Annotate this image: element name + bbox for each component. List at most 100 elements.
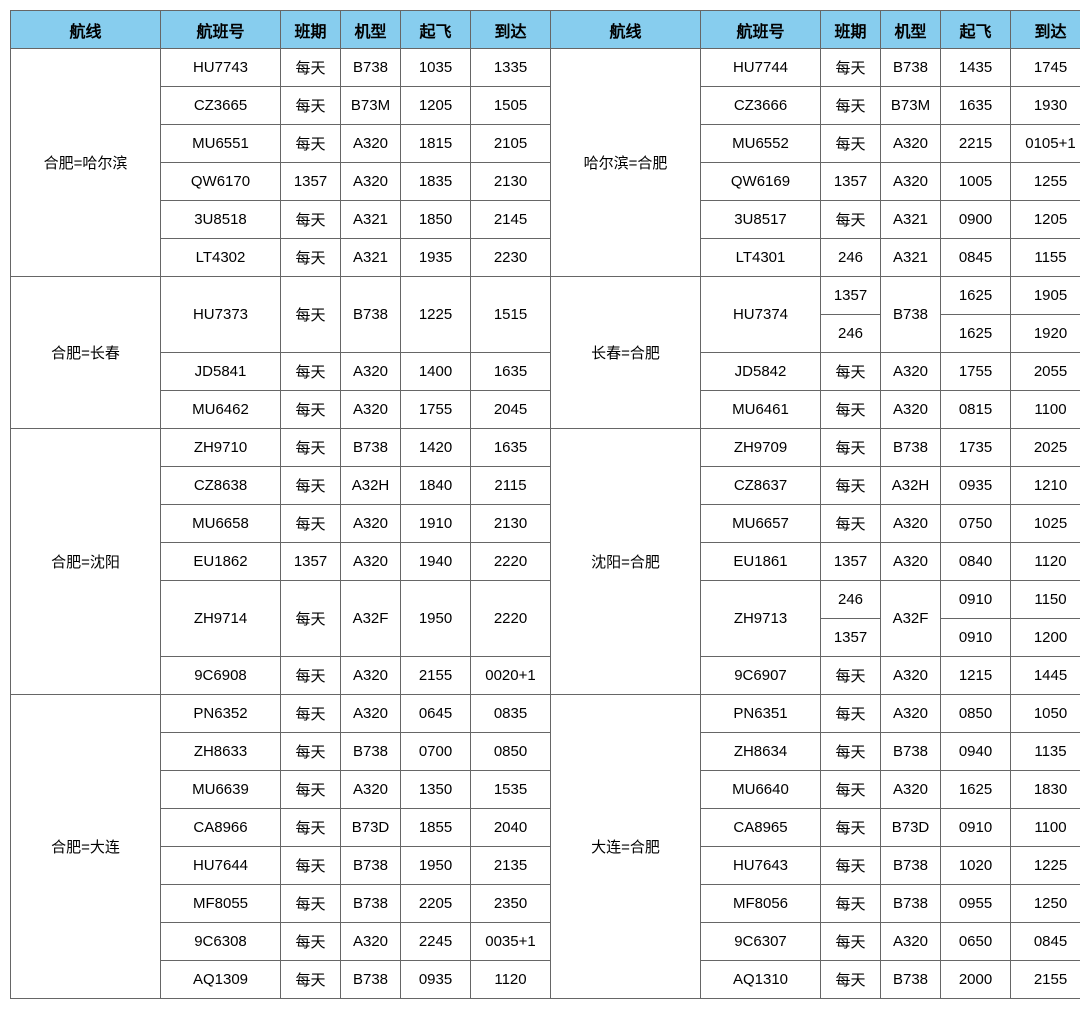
cell: 每天 [281, 657, 341, 695]
cell: A320 [881, 163, 941, 201]
cell: 每天 [821, 505, 881, 543]
table-row: 3U8518每天A321185021453U8517每天A32109001205 [11, 201, 1080, 239]
cell: MU6657 [701, 505, 821, 543]
cell: 每天 [281, 961, 341, 999]
cell: 1950 [401, 847, 471, 885]
cell: 0850 [471, 733, 551, 771]
table-row: EU18621357A32019402220EU18611357A3200840… [11, 543, 1080, 581]
cell: B738 [341, 429, 401, 467]
table-row: JD5841每天A32014001635JD5842每天A32017552055 [11, 353, 1080, 391]
table-row: HU7644每天B73819502135HU7643每天B73810201225 [11, 847, 1080, 885]
col-sched-r: 班期 [821, 11, 881, 49]
cell: 1950 [401, 581, 471, 657]
cell: MU6640 [701, 771, 821, 809]
cell: A321 [341, 239, 401, 277]
cell: 每天 [821, 87, 881, 125]
cell: 每天 [281, 885, 341, 923]
cell: 1155 [1011, 239, 1080, 277]
table-row: MU6462每天A32017552045MU6461每天A32008151100 [11, 391, 1080, 429]
cell: 2145 [471, 201, 551, 239]
cell: A320 [341, 695, 401, 733]
table-row: ZH8633每天B73807000850ZH8634每天B73809401135 [11, 733, 1080, 771]
cell: 1357 [821, 619, 881, 657]
cell: 每天 [281, 467, 341, 505]
cell: 1835 [401, 163, 471, 201]
cell: A320 [881, 353, 941, 391]
cell: PN6352 [161, 695, 281, 733]
cell: 每天 [281, 49, 341, 87]
cell: 每天 [281, 391, 341, 429]
cell: HU7374 [701, 277, 821, 353]
cell: 沈阳=合肥 [551, 429, 701, 695]
cell: A32H [881, 467, 941, 505]
table-row: MU6658每天A32019102130MU6657每天A32007501025 [11, 505, 1080, 543]
cell: 1735 [941, 429, 1011, 467]
cell: 2155 [401, 657, 471, 695]
cell: CA8966 [161, 809, 281, 847]
cell: 2215 [941, 125, 1011, 163]
cell: 2220 [471, 543, 551, 581]
cell: 246 [821, 239, 881, 277]
cell: 246 [821, 315, 881, 353]
flight-schedule-table: 航线 航班号 班期 机型 起飞 到达 航线 航班号 班期 机型 起飞 到达 合肥… [10, 10, 1080, 999]
cell: B738 [341, 49, 401, 87]
cell: 1035 [401, 49, 471, 87]
table-row: CZ3665每天B73M12051505CZ3666每天B73M16351930 [11, 87, 1080, 125]
cell: 合肥=长春 [11, 277, 161, 429]
table-body: 合肥=哈尔滨HU7743每天B73810351335哈尔滨=合肥HU7744每天… [11, 49, 1080, 999]
cell: 每天 [281, 809, 341, 847]
cell: 1225 [401, 277, 471, 353]
table-row: 合肥=沈阳ZH9710每天B73814201635沈阳=合肥ZH9709每天B7… [11, 429, 1080, 467]
cell: 1515 [471, 277, 551, 353]
cell: 每天 [821, 657, 881, 695]
col-arr-r: 到达 [1011, 11, 1080, 49]
cell: 每天 [281, 505, 341, 543]
cell: 0955 [941, 885, 1011, 923]
cell: 1635 [471, 353, 551, 391]
cell: 2350 [471, 885, 551, 923]
cell: 1745 [1011, 49, 1080, 87]
cell: 2230 [471, 239, 551, 277]
cell: A320 [341, 505, 401, 543]
table-row: 合肥=大连PN6352每天A32006450835大连=合肥PN6351每天A3… [11, 695, 1080, 733]
cell: 0845 [1011, 923, 1080, 961]
table-row: 9C6908每天A32021550020+19C6907每天A320121514… [11, 657, 1080, 695]
cell: B738 [341, 961, 401, 999]
cell: 1005 [941, 163, 1011, 201]
header-row: 航线 航班号 班期 机型 起飞 到达 航线 航班号 班期 机型 起飞 到达 [11, 11, 1080, 49]
cell: 3U8517 [701, 201, 821, 239]
cell: B73M [881, 87, 941, 125]
cell: B738 [881, 277, 941, 353]
cell: A320 [881, 391, 941, 429]
cell: ZH8633 [161, 733, 281, 771]
cell: 每天 [821, 809, 881, 847]
cell: A320 [881, 543, 941, 581]
table-row: 合肥=长春HU7373每天B73812251515长春=合肥HU73741357… [11, 277, 1080, 315]
cell: 0850 [941, 695, 1011, 733]
cell: 每天 [821, 201, 881, 239]
cell: 3U8518 [161, 201, 281, 239]
cell: A320 [341, 771, 401, 809]
cell: A320 [881, 695, 941, 733]
cell: 1100 [1011, 391, 1080, 429]
cell: HU7744 [701, 49, 821, 87]
cell: 每天 [821, 961, 881, 999]
cell: 1905 [1011, 277, 1080, 315]
cell: A320 [341, 923, 401, 961]
cell: MF8056 [701, 885, 821, 923]
cell: 1120 [471, 961, 551, 999]
cell: 2040 [471, 809, 551, 847]
col-flight-r: 航班号 [701, 11, 821, 49]
cell: 1357 [821, 543, 881, 581]
cell: 1935 [401, 239, 471, 277]
cell: ZH9709 [701, 429, 821, 467]
cell: B738 [881, 885, 941, 923]
cell: 0700 [401, 733, 471, 771]
cell: 每天 [281, 87, 341, 125]
cell: 1850 [401, 201, 471, 239]
cell: EU1861 [701, 543, 821, 581]
cell: HU7643 [701, 847, 821, 885]
cell: B738 [341, 885, 401, 923]
cell: 每天 [281, 353, 341, 391]
cell: 1100 [1011, 809, 1080, 847]
